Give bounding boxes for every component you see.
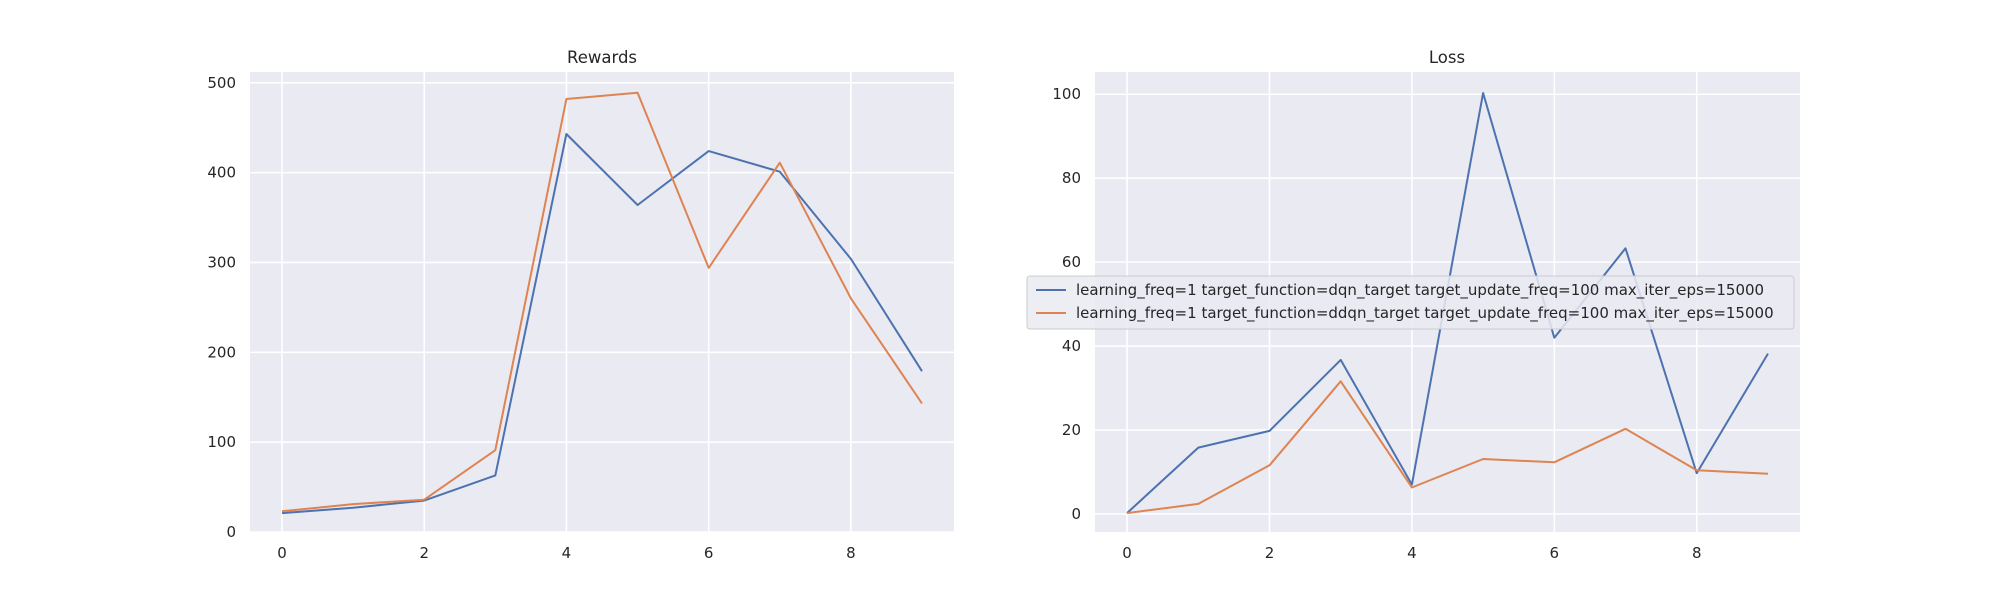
loss-ytick-80: 80 (1062, 169, 1081, 187)
rewards-ytick-100: 100 (207, 433, 236, 451)
loss-title: Loss (1429, 48, 1465, 67)
loss-xtick-6: 6 (1550, 544, 1560, 562)
rewards-series-line-dqn (281, 133, 923, 515)
legend-label-ddqn: learning_freq=1 target_function=ddqn_tar… (1076, 304, 1774, 323)
rewards-ytick-400: 400 (207, 164, 236, 182)
rewards-xtick-8: 8 (846, 544, 856, 562)
rewards-ytick-0: 0 (226, 523, 236, 541)
rewards-xtick-6: 6 (704, 544, 714, 562)
loss-ytick-60: 60 (1062, 253, 1081, 271)
legend: learning_freq=1 target_function=dqn_targ… (1026, 275, 1795, 330)
loss-xtick-0: 0 (1122, 544, 1132, 562)
legend-box (1026, 275, 1795, 330)
loss-ytick-100: 100 (1052, 85, 1081, 103)
rewards-gridlines (250, 72, 954, 533)
rewards-ytick-500: 500 (207, 74, 236, 92)
rewards-title: Rewards (567, 48, 637, 67)
rewards-tick-labels: 0 2 4 6 8 0 100 200 300 400 500 (207, 74, 855, 562)
rewards-ytick-300: 300 (207, 253, 236, 271)
rewards-chart: 0 2 4 6 8 0 100 200 300 400 500 Rewards (207, 48, 954, 562)
loss-xtick-2: 2 (1265, 544, 1275, 562)
loss-ytick-40: 40 (1062, 337, 1081, 355)
rewards-series (281, 91, 923, 515)
loss-ytick-0: 0 (1071, 505, 1081, 523)
loss-xtick-4: 4 (1407, 544, 1417, 562)
rewards-xtick-2: 2 (419, 544, 429, 562)
rewards-xtick-0: 0 (277, 544, 287, 562)
legend-label-dqn: learning_freq=1 target_function=dqn_targ… (1076, 281, 1764, 300)
rewards-ytick-200: 200 (207, 343, 236, 361)
loss-xtick-8: 8 (1692, 544, 1702, 562)
rewards-series-line-ddqn (281, 91, 923, 513)
rewards-xtick-4: 4 (562, 544, 572, 562)
loss-ytick-20: 20 (1062, 421, 1081, 439)
loss-series-line-ddqn (1126, 380, 1769, 515)
rewards-plot-area (250, 72, 954, 532)
